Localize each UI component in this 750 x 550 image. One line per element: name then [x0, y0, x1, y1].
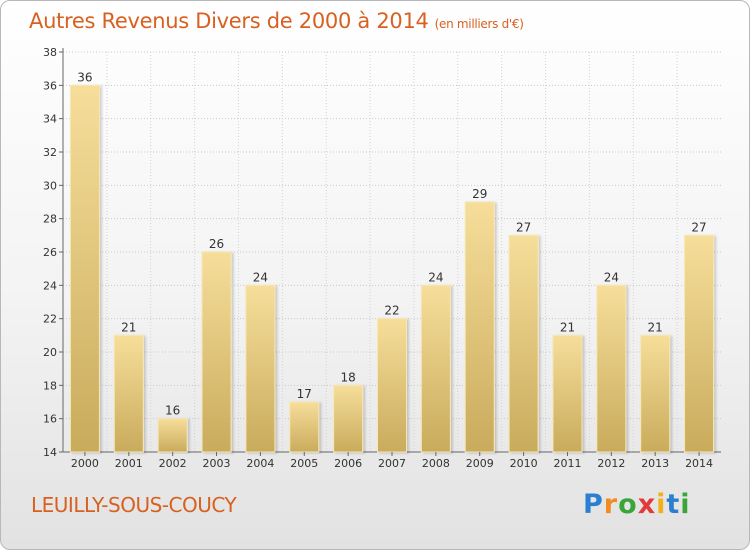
y-tick-label: 18	[43, 379, 57, 392]
y-tick-label: 30	[43, 179, 57, 192]
data-label: 21	[648, 320, 663, 334]
bars	[69, 84, 715, 453]
data-label: 36	[77, 70, 92, 84]
data-label: 18	[340, 370, 355, 384]
data-label: 24	[604, 270, 619, 284]
commune-name: LEUILLY-SOUS-COUCY	[31, 493, 237, 517]
y-tick-label: 22	[43, 313, 57, 326]
proxiti-logo: Proxiti	[583, 489, 691, 520]
data-label: 27	[516, 220, 531, 234]
chart-title: Autres Revenus Divers de 2000 à 2014 (en …	[29, 9, 524, 33]
y-tick-label: 32	[43, 146, 57, 159]
data-label: 22	[384, 304, 399, 318]
y-tick-label: 14	[43, 446, 57, 459]
x-tick-label: 2008	[422, 457, 450, 470]
bar	[508, 234, 539, 453]
data-label: 16	[165, 404, 180, 418]
bar	[245, 284, 276, 453]
y-tick-label: 34	[43, 113, 57, 126]
logo-letter: P	[583, 489, 604, 520]
bar	[640, 334, 671, 453]
x-tick-label: 2000	[71, 457, 99, 470]
x-tick-label: 2001	[115, 457, 143, 470]
data-label: 24	[253, 270, 268, 284]
y-tick-label: 38	[43, 46, 57, 59]
data-label: 21	[560, 320, 575, 334]
data-label: 29	[472, 187, 487, 201]
bar	[333, 384, 364, 453]
data-label: 24	[428, 270, 443, 284]
x-tick-label: 2003	[203, 457, 231, 470]
x-tick-label: 2005	[290, 457, 318, 470]
y-tick-label: 28	[43, 213, 57, 226]
logo-letter: x	[637, 489, 657, 520]
bar	[289, 401, 320, 453]
y-tick-label: 20	[43, 346, 57, 359]
bar	[113, 334, 144, 453]
x-tick-label: 2007	[378, 457, 406, 470]
chart-title-text: Autres Revenus Divers de 2000 à 2014	[29, 9, 429, 33]
logo-letter: i	[680, 489, 691, 520]
bar	[157, 418, 188, 453]
data-label: 27	[691, 220, 706, 234]
x-tick-label: 2011	[553, 457, 581, 470]
y-tick-label: 26	[43, 246, 57, 259]
x-tick-label: 2013	[641, 457, 669, 470]
x-tick-label: 2002	[159, 457, 187, 470]
y-tick-label: 24	[43, 279, 57, 292]
logo-letter: t	[666, 489, 681, 520]
logo-letter: i	[656, 489, 667, 520]
bar	[596, 284, 627, 453]
data-label: 17	[297, 387, 312, 401]
chart-title-unit: (en milliers d'€)	[434, 17, 524, 31]
x-axis-ticks: 2000 2001 2002 2003 2004 2005 2006 2007 2008 2009…	[71, 452, 713, 470]
y-tick-label: 36	[43, 79, 57, 92]
data-label: 26	[209, 237, 224, 251]
data-label: 21	[121, 320, 136, 334]
bar	[69, 84, 100, 453]
logo-letter: o	[618, 489, 638, 520]
logo-letter: r	[603, 489, 619, 520]
x-tick-label: 2009	[466, 457, 494, 470]
x-tick-label: 2004	[246, 457, 274, 470]
x-tick-label: 2010	[510, 457, 538, 470]
x-tick-label: 2006	[334, 457, 362, 470]
y-axis-ticks: 14 16 18 20 22 24 26 28 30 32 34 36 38	[43, 46, 63, 459]
bar	[201, 251, 232, 453]
bar	[552, 334, 583, 453]
grid-lines	[63, 51, 721, 453]
y-tick-label: 16	[43, 413, 57, 426]
bar	[420, 284, 451, 453]
x-tick-label: 2014	[685, 457, 713, 470]
bar	[464, 201, 495, 453]
x-tick-label: 2012	[597, 457, 625, 470]
bar	[377, 318, 407, 453]
data-labels: 36 21 16 26 24 17 18 22 24 29 27 21 24 21 27	[77, 70, 706, 417]
bar	[684, 234, 715, 453]
